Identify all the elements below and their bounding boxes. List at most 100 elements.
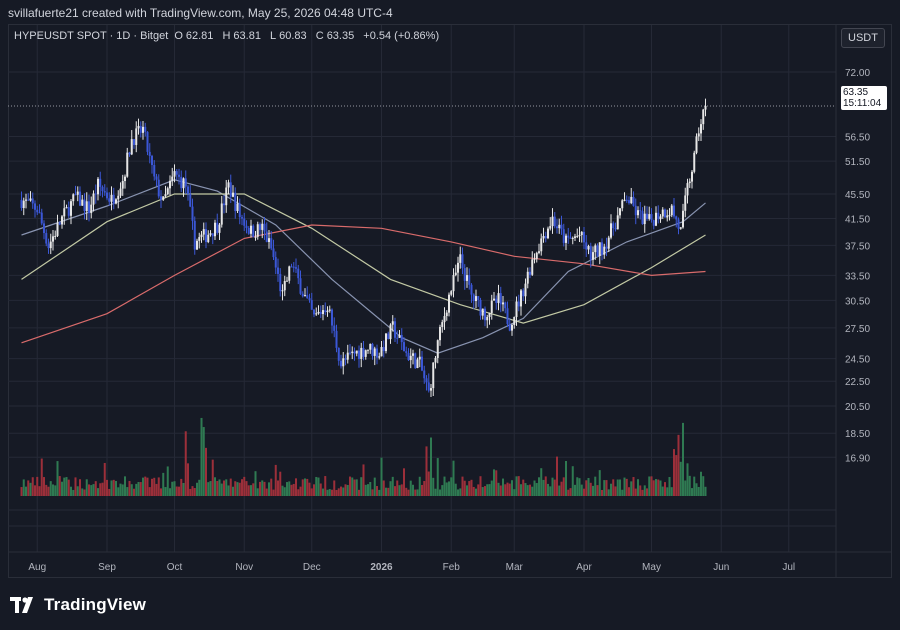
volume-bar xyxy=(189,488,192,496)
x-tick-label: Oct xyxy=(167,562,183,573)
volume-bar xyxy=(200,417,203,496)
volume-bar xyxy=(196,482,198,496)
candle-body xyxy=(126,152,129,177)
candle-body xyxy=(155,176,158,180)
candle-body xyxy=(405,351,408,353)
volume-bar xyxy=(40,458,43,496)
volume-bar xyxy=(234,481,237,496)
y-tick-label: 33.50 xyxy=(845,271,870,282)
volume-bar xyxy=(648,476,651,496)
volume-bar xyxy=(175,486,178,496)
candle-body xyxy=(623,199,626,201)
candle-body xyxy=(20,199,23,209)
volume-bar xyxy=(628,487,630,496)
candle-body xyxy=(29,198,32,201)
volume-bar xyxy=(315,476,318,496)
volume-bar xyxy=(157,477,160,496)
symbol-legend[interactable]: HYPEUSDT SPOT · 1D · Bitget O 62.81 H 63.8… xyxy=(14,30,442,42)
volume-bar xyxy=(328,489,331,496)
high-value: 63.81 xyxy=(233,30,261,42)
volume-bar xyxy=(83,489,86,496)
candle-body xyxy=(646,213,648,219)
volume-bar xyxy=(394,486,396,496)
candle-body xyxy=(101,186,104,192)
volume-bar xyxy=(490,480,493,496)
volume-bar xyxy=(252,483,255,496)
candle-body xyxy=(144,126,147,132)
volume-bar xyxy=(641,489,644,496)
volume-bar xyxy=(475,488,477,496)
candle-body xyxy=(234,192,237,212)
volume-bar xyxy=(421,484,423,496)
candle-body xyxy=(353,351,356,354)
candle-body xyxy=(702,109,705,125)
candle-body xyxy=(538,251,540,253)
moving-average-line xyxy=(21,193,706,324)
close-label: C xyxy=(315,30,324,42)
x-tick-label: Jun xyxy=(713,562,729,573)
candle-body xyxy=(232,192,234,197)
volume-bar xyxy=(504,484,507,496)
candle-body xyxy=(110,194,113,202)
volume-bar xyxy=(342,487,345,496)
symbol-name[interactable]: HYPEUSDT SPOT · 1D · Bitget xyxy=(14,30,169,42)
candle-body xyxy=(335,330,338,348)
volume-bar xyxy=(479,476,482,496)
candle-body xyxy=(648,214,651,219)
candle-body xyxy=(54,235,57,237)
volume-bar xyxy=(202,427,205,496)
brand-logo[interactable]: TradingView xyxy=(10,594,146,616)
volume-bar xyxy=(274,464,277,496)
candle-body xyxy=(169,180,171,189)
volume-bar xyxy=(362,464,365,496)
volume-bar xyxy=(380,457,383,496)
volume-bar xyxy=(652,480,655,496)
volume-bar xyxy=(403,468,405,496)
volume-bar xyxy=(605,480,608,496)
volume-bar xyxy=(117,487,120,496)
candle-body xyxy=(549,226,552,229)
candle-body xyxy=(315,313,318,315)
candle-body xyxy=(139,125,142,133)
candle-body xyxy=(526,271,529,284)
candle-body xyxy=(637,210,639,216)
ohlc-high: H 63.81 xyxy=(222,30,263,42)
volume-bar xyxy=(463,480,466,496)
candle-body xyxy=(508,324,511,331)
volume-bar xyxy=(243,476,246,496)
candle-body xyxy=(135,128,138,145)
currency-button[interactable]: USDT xyxy=(841,28,885,48)
candle-body xyxy=(567,235,570,238)
candle-body xyxy=(92,193,95,205)
candle-body xyxy=(436,340,439,358)
volume-bar xyxy=(538,477,540,496)
volume-bar xyxy=(160,488,162,496)
volume-bar xyxy=(549,486,552,496)
volume-bar xyxy=(526,485,529,496)
volume-bar xyxy=(101,482,104,496)
candle-body xyxy=(414,353,417,369)
volume-bar xyxy=(340,486,342,496)
candle-body xyxy=(218,224,221,233)
volume-bar xyxy=(594,476,597,496)
candle-body xyxy=(175,171,178,175)
candle-body xyxy=(655,212,657,226)
volume-bar xyxy=(115,480,117,496)
candle-body xyxy=(88,201,90,214)
volume-bar xyxy=(704,486,707,496)
candle-body xyxy=(610,223,612,238)
candle-body xyxy=(506,308,509,325)
volume-bar xyxy=(506,482,509,496)
candle-body xyxy=(56,222,59,236)
candle-body xyxy=(38,212,41,214)
moving-average-line xyxy=(21,224,706,344)
volume-bar xyxy=(468,481,471,496)
volume-bar xyxy=(63,477,66,496)
volume-bar xyxy=(173,481,176,496)
candle-body xyxy=(306,295,309,299)
candle-body xyxy=(565,235,567,243)
candle-body xyxy=(569,237,572,239)
candle-body xyxy=(202,229,205,235)
volume-bar xyxy=(470,479,473,496)
